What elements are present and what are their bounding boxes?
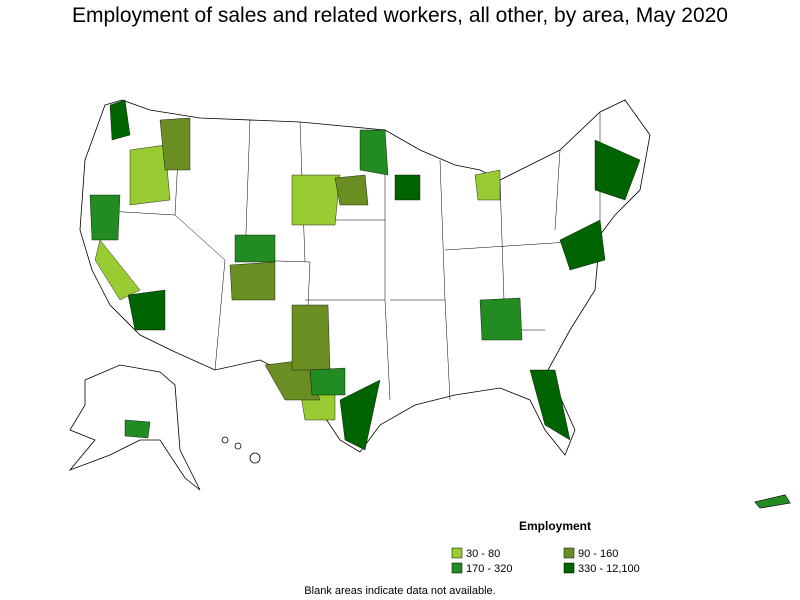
- area: [89, 194, 121, 241]
- area: [339, 379, 381, 451]
- island: [234, 442, 242, 450]
- legend-label: 330 - 12,100: [578, 563, 640, 575]
- island: [221, 436, 229, 444]
- legend: Employment 30 - 80 90 - 160 170 - 320 330 -…: [451, 519, 640, 575]
- legend-swatch: [451, 547, 463, 559]
- legend-label: 170 - 320: [466, 563, 512, 575]
- area: [127, 289, 166, 331]
- island: [249, 452, 261, 464]
- area: [754, 494, 791, 509]
- area: [359, 129, 389, 176]
- area: [474, 169, 501, 201]
- map-title: Employment of sales and related workers,…: [72, 4, 728, 27]
- area: [109, 99, 131, 141]
- legend-swatch: [563, 562, 575, 574]
- legend-swatch: [451, 562, 463, 574]
- legend-label: 30 - 80: [466, 548, 500, 560]
- area: [291, 304, 331, 371]
- area: [229, 261, 276, 301]
- borders: [89, 112, 601, 401]
- legend-title: Employment: [519, 519, 591, 533]
- area: [94, 239, 141, 301]
- legend-swatch: [563, 547, 575, 559]
- area-patches: [89, 99, 791, 509]
- area: [129, 144, 171, 206]
- footnote: Blank areas indicate data not available.: [304, 585, 495, 597]
- hawaii: [221, 436, 261, 464]
- map: [68, 99, 791, 509]
- area: [291, 174, 341, 226]
- area: [394, 174, 421, 201]
- area: [159, 117, 191, 171]
- area: [559, 219, 606, 271]
- state-borders: [89, 112, 601, 401]
- area: [309, 367, 346, 396]
- area: [479, 297, 523, 341]
- area: [234, 234, 276, 263]
- area: [334, 174, 369, 206]
- legend-label: 90 - 160: [578, 548, 618, 560]
- area: [529, 369, 571, 441]
- area: [124, 419, 151, 439]
- area: [594, 139, 641, 201]
